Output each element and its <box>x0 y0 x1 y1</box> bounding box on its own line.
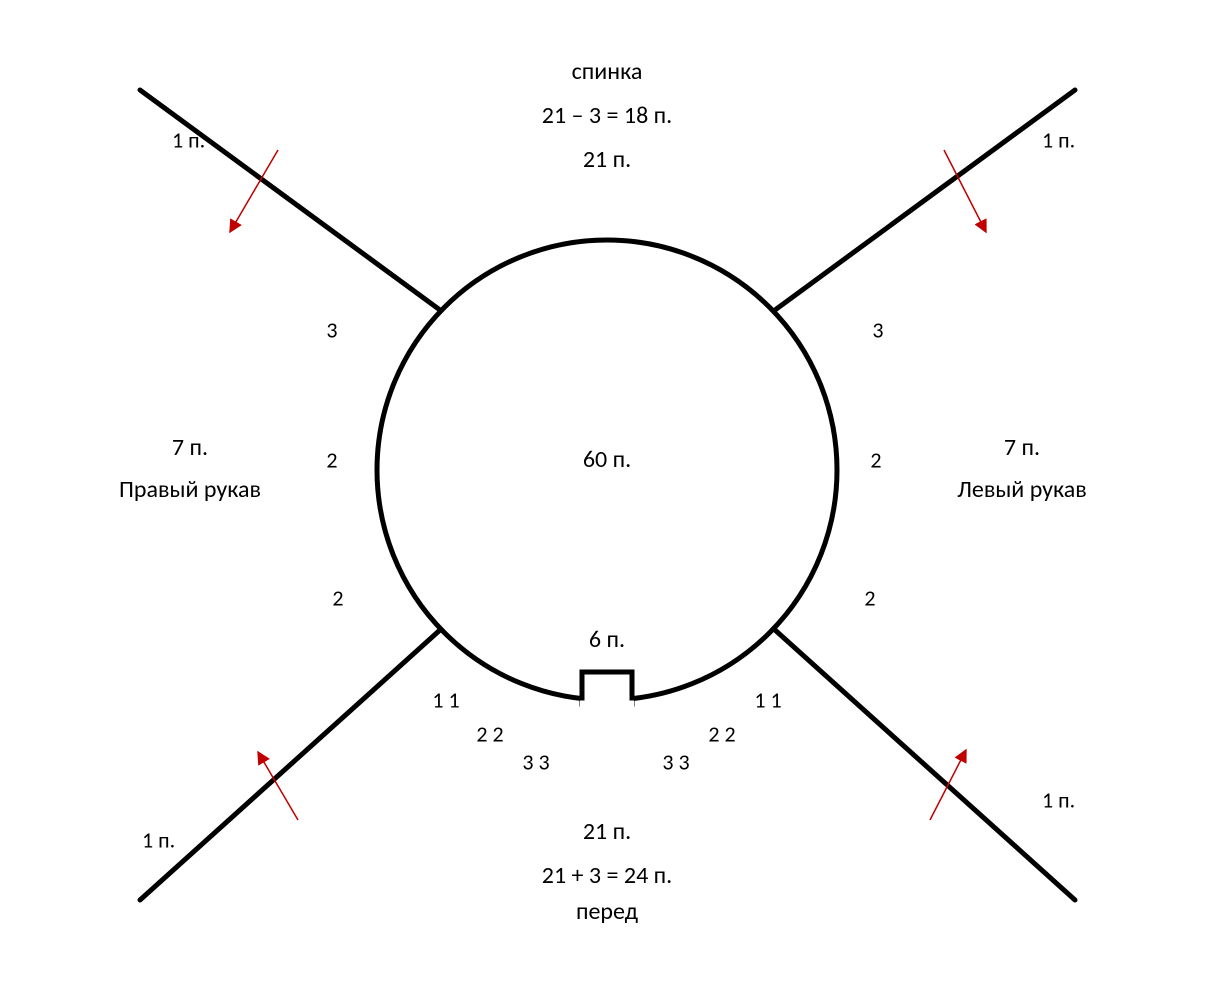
label-l-2b: 2 <box>332 585 343 610</box>
label-r-3: 3 <box>872 317 883 342</box>
label-l-3: 3 <box>326 317 337 342</box>
label-left-sleeve-title: Левый рукав <box>957 476 1087 504</box>
label-front-st: 21 п. <box>583 818 631 846</box>
label-back-title: спинка <box>572 58 643 86</box>
label-back-calc: 21 – 3 = 18 п. <box>542 102 672 130</box>
label-notch: 6 п. <box>589 626 625 654</box>
label-back-st: 21 п. <box>583 146 631 174</box>
label-front-title: перед <box>576 898 638 926</box>
label-front-calc: 21 + 3 = 24 п. <box>542 862 672 890</box>
label-right-sleeve-title: Правый рукав <box>119 476 261 504</box>
label-br-11: 1 1 <box>754 687 781 712</box>
label-right-sleeve-st: 7 п. <box>172 434 208 462</box>
label-bl-33: 3 3 <box>522 749 549 774</box>
label-r-2a: 2 <box>870 447 881 472</box>
label-bl-11: 1 1 <box>432 687 459 712</box>
label-1p-br: 1 п. <box>1042 787 1075 812</box>
label-br-33: 3 3 <box>662 749 689 774</box>
label-r-2b: 2 <box>864 585 875 610</box>
label-bl-22: 2 2 <box>476 721 503 746</box>
label-center: 60 п. <box>583 446 631 474</box>
label-1p-bl: 1 п. <box>142 827 175 852</box>
label-1p-tr: 1 п. <box>1042 127 1075 152</box>
label-l-2a: 2 <box>326 447 337 472</box>
label-br-22: 2 2 <box>708 721 735 746</box>
diagram-root: спинка 21 – 3 = 18 п. 21 п. 60 п. 6 п. 2… <box>0 0 1214 984</box>
label-left-sleeve-st: 7 п. <box>1004 434 1040 462</box>
label-1p-tl: 1 п. <box>172 127 205 152</box>
